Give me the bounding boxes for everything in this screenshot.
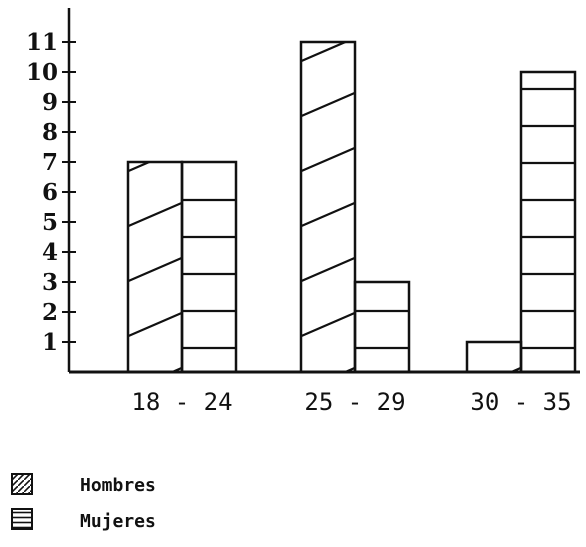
y-tick-label: 5 [42, 209, 58, 236]
legend-swatch-mujeres [11, 508, 33, 530]
bar-hombres [299, 40, 357, 374]
y-axis-group: 1 2 3 4 5 6 7 8 9 10 11 [26, 8, 76, 372]
bar-hombres [126, 160, 184, 374]
x-tick-label: 30 - 35 [470, 388, 571, 416]
y-tick-group: 1 2 3 4 5 6 7 8 9 10 11 [26, 29, 76, 356]
legend-item-hombres: Hombres [11, 473, 156, 496]
bar-mujeres [353, 280, 411, 374]
legend-item-mujeres: Mujeres [11, 508, 156, 532]
bars-group [126, 40, 577, 374]
y-tick-label: 1 [42, 329, 58, 356]
y-tick-label: 10 [26, 59, 58, 86]
legend: Hombres Mujeres [11, 473, 156, 532]
y-tick-label: 11 [26, 29, 58, 56]
x-tick-label: 25 - 29 [304, 388, 405, 416]
y-tick-label: 9 [42, 89, 58, 116]
y-tick-label: 6 [42, 179, 58, 206]
legend-label-hombres: Hombres [80, 475, 156, 496]
bar-hombres [465, 340, 523, 374]
legend-swatch-hombres [11, 473, 33, 495]
y-tick-label: 7 [42, 149, 58, 176]
y-tick-label: 8 [42, 119, 58, 146]
x-tick-label: 18 - 24 [131, 388, 232, 416]
bar-mujeres [519, 70, 577, 374]
bar-mujeres [180, 160, 238, 374]
x-tick-group: 18 - 24 25 - 29 30 - 35 [131, 388, 571, 416]
y-tick-label: 2 [42, 299, 58, 326]
y-tick-label: 3 [42, 269, 58, 296]
y-tick-label: 4 [42, 239, 58, 266]
legend-label-mujeres: Mujeres [80, 511, 156, 532]
